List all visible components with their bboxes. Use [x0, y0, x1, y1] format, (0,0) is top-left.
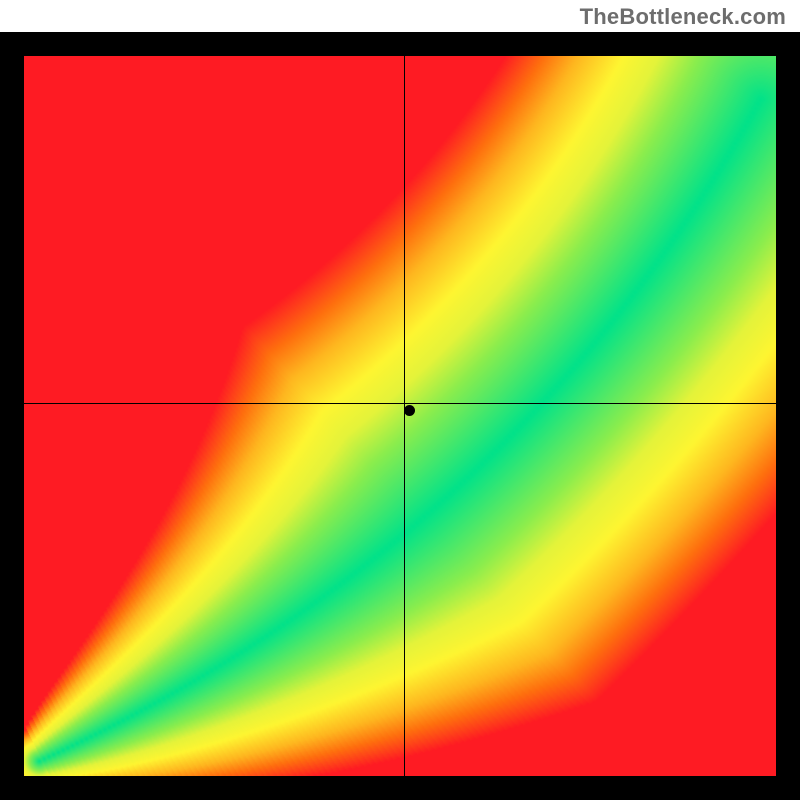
bottleneck-heatmap	[24, 56, 776, 776]
selection-marker	[404, 405, 415, 416]
watermark-text: TheBottleneck.com	[580, 4, 786, 30]
crosshair-vertical	[404, 56, 405, 776]
figure-root: TheBottleneck.com	[0, 0, 800, 800]
crosshair-horizontal	[24, 403, 776, 404]
